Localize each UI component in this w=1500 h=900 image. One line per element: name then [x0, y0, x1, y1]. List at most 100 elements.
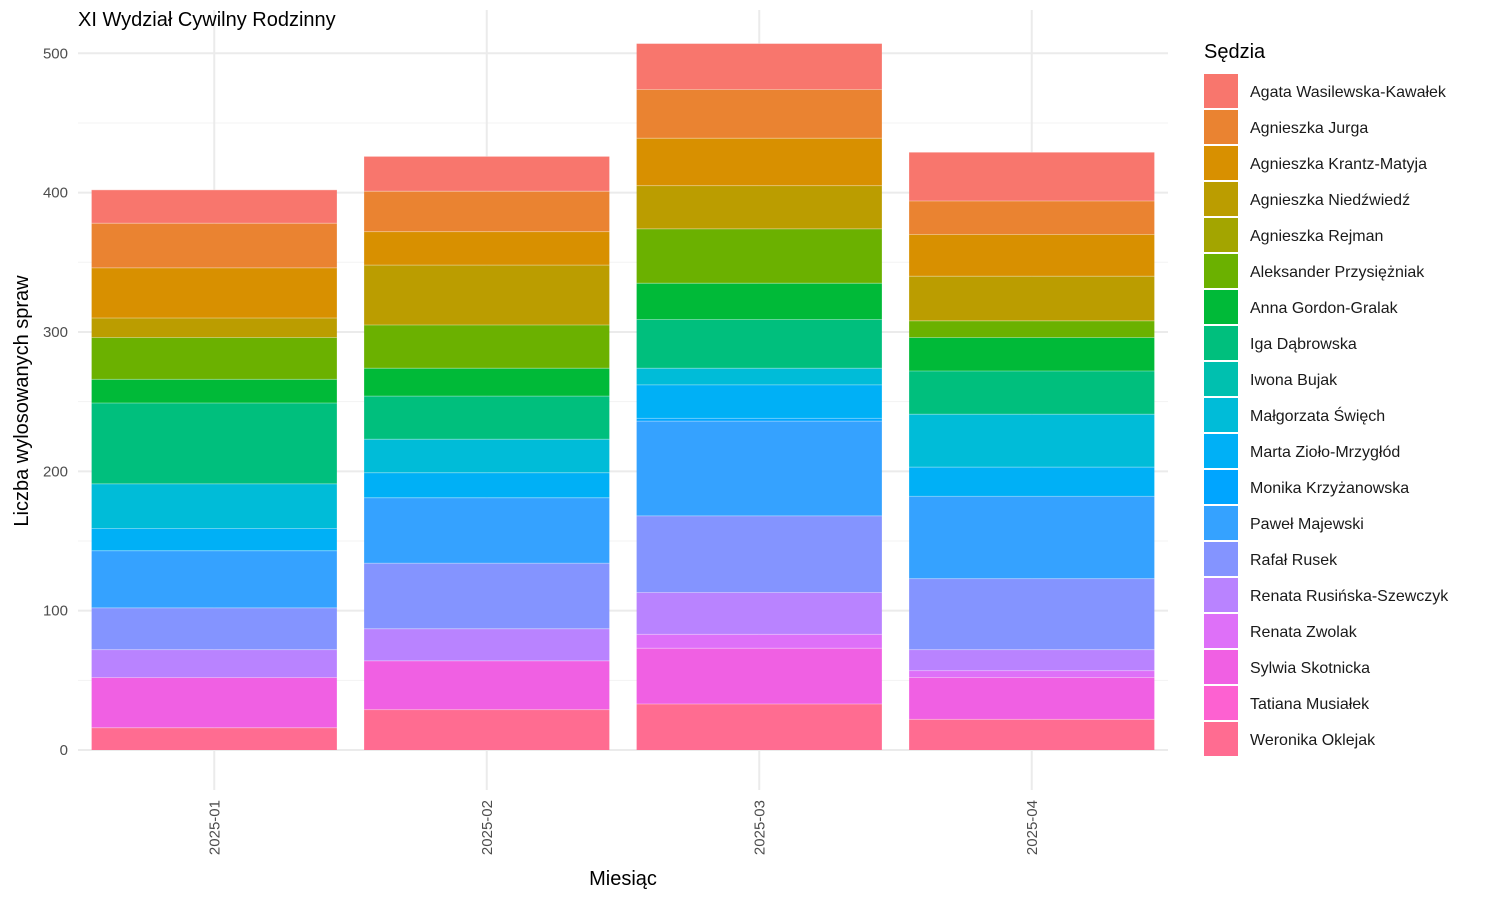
bar-segment — [364, 660, 610, 710]
bar-segment — [636, 228, 882, 284]
legend-swatch — [1204, 434, 1238, 468]
legend-swatch — [1204, 290, 1238, 324]
bar-segment — [91, 528, 337, 551]
x-tick-label: 2025-01 — [206, 800, 223, 855]
legend-label: Agnieszka Rejman — [1250, 228, 1383, 245]
bar-segment — [909, 649, 1155, 671]
y-tick-label: 100 — [43, 603, 68, 620]
legend-swatch — [1204, 362, 1238, 396]
bar-segment — [636, 634, 882, 649]
legend-label: Paweł Majewski — [1250, 516, 1364, 533]
bar-segment — [364, 563, 610, 629]
legend-swatch — [1204, 614, 1238, 648]
bar-segment — [636, 515, 882, 593]
bar-segment — [91, 550, 337, 608]
legend-label: Iga Dąbrowska — [1250, 336, 1357, 353]
y-tick-label: 400 — [43, 185, 68, 202]
bar-segment — [636, 418, 882, 422]
legend-label: Weronika Oklejak — [1250, 732, 1376, 749]
bar-segment — [909, 467, 1155, 497]
bar-segment — [364, 497, 610, 564]
bar-segment — [91, 223, 337, 268]
legend-label: Monika Krzyżanowska — [1250, 480, 1409, 497]
legend-label: Rafał Rusek — [1250, 552, 1338, 569]
legend-swatch — [1204, 470, 1238, 504]
bar-segment — [364, 265, 610, 326]
bar-segment — [909, 320, 1155, 338]
bar-segment — [909, 152, 1155, 202]
bar-segment — [909, 578, 1155, 650]
bar-segment — [909, 234, 1155, 277]
legend-swatch — [1204, 650, 1238, 684]
x-axis: 2025-01 2025-02 2025-03 2025-04 — [206, 800, 1041, 855]
y-tick-label: 500 — [43, 45, 68, 62]
bar-segment — [91, 267, 337, 319]
legend-label: Agnieszka Niedźwiedź — [1250, 192, 1410, 209]
legend-items: Agata Wasilewska-Kawałek Agnieszka Jurga A… — [1204, 74, 1449, 756]
y-tick-label: 200 — [43, 463, 68, 480]
legend-swatch — [1204, 578, 1238, 612]
bar-segment — [364, 191, 610, 232]
legend-label: Anna Gordon-Gralak — [1250, 300, 1399, 317]
legend-swatch — [1204, 398, 1238, 432]
bar-segment — [909, 496, 1155, 579]
bar-segment — [909, 201, 1155, 235]
legend-swatch — [1204, 326, 1238, 360]
x-tick-label: 2025-04 — [1024, 800, 1041, 855]
bar-segment — [364, 325, 610, 369]
bar-segment — [909, 670, 1155, 678]
bar-segment — [636, 43, 882, 90]
bar-segment — [636, 421, 882, 516]
bar-segment — [364, 156, 610, 192]
bar-segment — [364, 439, 610, 473]
legend-swatch — [1204, 686, 1238, 720]
y-axis-title: Liczba wylosowanych spraw — [11, 275, 33, 527]
legend-label: Agnieszka Krantz-Matyja — [1250, 156, 1427, 173]
x-tick-label: 2025-03 — [751, 800, 768, 855]
legend-label: Małgorzata Święch — [1250, 406, 1385, 425]
bar-segment — [636, 592, 882, 635]
bar-segment — [91, 318, 337, 338]
legend-swatch — [1204, 218, 1238, 252]
bar-segment — [91, 189, 337, 224]
bar-segment — [364, 472, 610, 498]
bar-segment — [909, 370, 1155, 415]
y-tick-label: 300 — [43, 324, 68, 341]
legend-label: Renata Rusińska-Szewczyk — [1250, 588, 1449, 605]
legend-title: Sędzia — [1204, 41, 1266, 63]
bar-segment — [909, 414, 1155, 468]
legend: Sędzia Agata Wasilewska-Kawałek Agnieszka… — [1204, 41, 1449, 756]
bar-segment — [91, 379, 337, 404]
bar-segment — [636, 704, 882, 750]
legend-label: Agnieszka Jurga — [1250, 120, 1368, 137]
bar-segment — [636, 185, 882, 229]
bar-segment — [91, 607, 337, 650]
legend-label: Sylwia Skotnicka — [1250, 660, 1370, 677]
bar-segment — [636, 283, 882, 320]
chart-title: XI Wydział Cywilny Rodzinny — [78, 9, 336, 31]
bar-segment — [91, 727, 337, 750]
bar-segment — [91, 649, 337, 678]
bar-segment — [909, 276, 1155, 321]
bar-segment — [91, 403, 337, 484]
y-axis: 0 100 200 300 400 500 — [43, 45, 68, 759]
legend-swatch — [1204, 182, 1238, 216]
legend-swatch — [1204, 542, 1238, 576]
bar-layer — [91, 43, 1155, 750]
bar-segment — [91, 337, 337, 380]
bar-segment — [636, 368, 882, 385]
legend-label: Agata Wasilewska-Kawałek — [1250, 84, 1447, 101]
legend-swatch — [1204, 722, 1238, 756]
bar-segment — [636, 648, 882, 705]
x-tick-label: 2025-02 — [479, 800, 496, 855]
legend-swatch — [1204, 254, 1238, 288]
y-tick-label: 0 — [60, 742, 68, 759]
bar-segment — [364, 396, 610, 440]
legend-label: Iwona Bujak — [1250, 372, 1338, 389]
legend-swatch — [1204, 74, 1238, 108]
bar-segment — [636, 138, 882, 186]
legend-swatch — [1204, 146, 1238, 180]
bar-segment — [364, 231, 610, 266]
